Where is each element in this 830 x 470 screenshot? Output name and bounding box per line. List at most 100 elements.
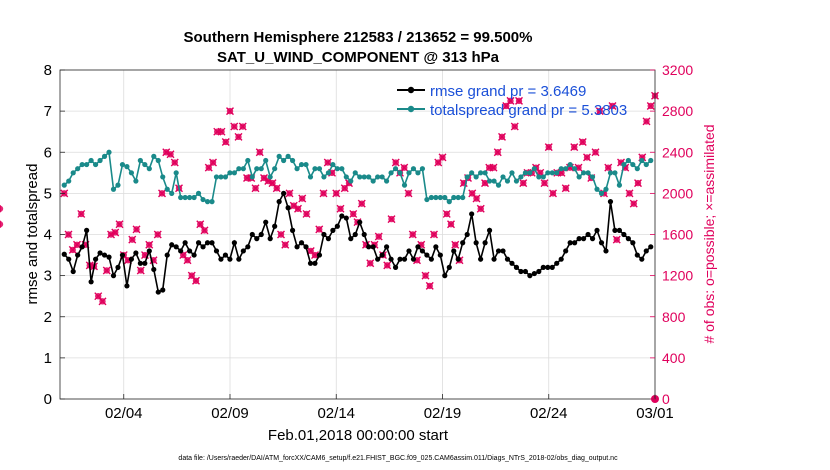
rmse-point-84 xyxy=(437,252,443,258)
obs-marker-115 xyxy=(549,189,557,198)
obs-marker-102 xyxy=(493,148,502,157)
obs-marker-86 xyxy=(425,281,434,290)
obs-cross-b-52 xyxy=(281,240,290,249)
spread-point-124 xyxy=(616,182,623,188)
right-y-axis-ticks: 0 400 800 1200 1600 2000 2400 2800 3200 xyxy=(650,62,693,407)
obs-marker-33 xyxy=(200,226,209,235)
left-y-axis-ticks: 0 1 2 3 4 5 6 7 8 xyxy=(44,62,65,408)
spread-point-23 xyxy=(164,186,170,192)
rmse-point-91 xyxy=(469,211,475,217)
spread-point-10 xyxy=(106,149,112,155)
x-tick-label-5: 03/01 xyxy=(636,405,674,422)
spread-point-6 xyxy=(88,157,94,164)
rmse-point-81 xyxy=(424,252,430,258)
spread-point-130 xyxy=(643,161,649,168)
rmse-point-103 xyxy=(522,268,528,275)
spread-point-41 xyxy=(245,157,251,164)
spread-point-14 xyxy=(124,164,130,170)
obs-marker-134 xyxy=(629,199,638,208)
rmse-point-110 xyxy=(554,260,560,266)
rmse-point-113 xyxy=(567,240,573,246)
spread-point-126 xyxy=(625,157,631,164)
obs-marker-31 xyxy=(192,276,200,285)
spread-point-128 xyxy=(634,166,640,172)
obs-marker-46 xyxy=(255,148,264,157)
rmse-point-10 xyxy=(106,254,112,260)
spread-point-30 xyxy=(195,190,202,196)
obs-cross-b-122 xyxy=(578,137,587,146)
rmse-point-15 xyxy=(128,256,135,262)
rmse-point-5 xyxy=(84,227,90,233)
spread-point-91 xyxy=(469,170,475,176)
spread-point-47 xyxy=(272,166,278,172)
obs-cross-b-35 xyxy=(209,158,217,167)
rmse-series xyxy=(61,190,654,295)
rmse-point-126 xyxy=(625,236,631,242)
obs-cross-b-118 xyxy=(561,184,570,193)
rmse-point-98 xyxy=(500,248,506,254)
rmse-point-57 xyxy=(316,252,323,258)
spread-point-53 xyxy=(298,161,305,168)
spread-point-9 xyxy=(101,153,108,159)
obs-marker-126 xyxy=(595,107,604,116)
rmse-point-109 xyxy=(549,264,555,270)
rmse-point-115 xyxy=(576,236,582,242)
spread-point-89 xyxy=(460,194,466,201)
y-left-tick-label-5: 5 xyxy=(44,185,52,202)
obs-cross-b-80 xyxy=(400,163,409,172)
obs-marker-65 xyxy=(336,204,345,213)
rmse-point-107 xyxy=(540,264,546,270)
obs-marker-41 xyxy=(234,132,243,141)
spread-point-84 xyxy=(437,194,443,201)
obs-cross-b-92 xyxy=(451,240,460,249)
obs-cross-b-29 xyxy=(183,256,192,265)
y-right-tick-label-6: 2400 xyxy=(662,144,693,160)
rmse-point-19 xyxy=(146,248,152,254)
spread-point-65 xyxy=(352,170,358,176)
rmse-point-58 xyxy=(321,231,327,238)
rmse-point-119 xyxy=(594,227,600,233)
rmse-point-111 xyxy=(558,256,564,262)
obs-marker-114 xyxy=(544,143,553,152)
obs-marker-1 xyxy=(64,230,73,239)
obs-cross-b-4 xyxy=(77,209,86,218)
obs-cross-b-30 xyxy=(187,271,196,280)
obs-cross-b-107 xyxy=(515,96,523,105)
obs-cross-b-3 xyxy=(73,240,81,249)
spread-point-117 xyxy=(585,170,591,176)
spread-point-11 xyxy=(110,186,117,192)
obs-cross-b-61 xyxy=(319,189,328,198)
spread-point-121 xyxy=(603,186,609,192)
obs-cross-b-50 xyxy=(272,184,281,193)
rmse-point-34 xyxy=(213,248,220,254)
obs-marker-106 xyxy=(510,122,519,131)
spread-point-127 xyxy=(630,161,636,168)
spread-point-68 xyxy=(366,174,372,180)
obs-marker-3 xyxy=(73,240,81,249)
obs-cross-b-87 xyxy=(430,230,438,239)
y-left-tick-label-0: 0 xyxy=(44,391,52,408)
obs-marker-57 xyxy=(302,209,311,218)
rmse-point-40 xyxy=(240,248,246,254)
obs-cross-b-77 xyxy=(387,215,396,224)
rmse-point-94 xyxy=(482,240,488,246)
spread-point-98 xyxy=(500,174,506,180)
spread-point-76 xyxy=(401,182,408,188)
spread-point-125 xyxy=(621,161,627,168)
obs-marker-91 xyxy=(447,220,455,229)
obs-cross-b-108 xyxy=(519,179,528,188)
rmse-point-86 xyxy=(446,264,452,270)
obs-marker-101 xyxy=(489,163,498,172)
rmse-point-32 xyxy=(204,240,211,246)
rmse-point-16 xyxy=(133,250,139,256)
obs-cross-b-26 xyxy=(170,158,179,167)
obs-cross-b-55 xyxy=(294,204,302,213)
spread-series xyxy=(61,149,654,205)
spread-point-17 xyxy=(137,157,143,164)
obs-cross-b-106 xyxy=(510,122,519,131)
chart-title-line1: Southern Hemisphere 212583 / 213652 = 99… xyxy=(184,29,533,46)
obs-marker-74 xyxy=(374,232,383,241)
rmse-point-23 xyxy=(164,252,170,258)
obs-marker-25 xyxy=(166,150,175,159)
